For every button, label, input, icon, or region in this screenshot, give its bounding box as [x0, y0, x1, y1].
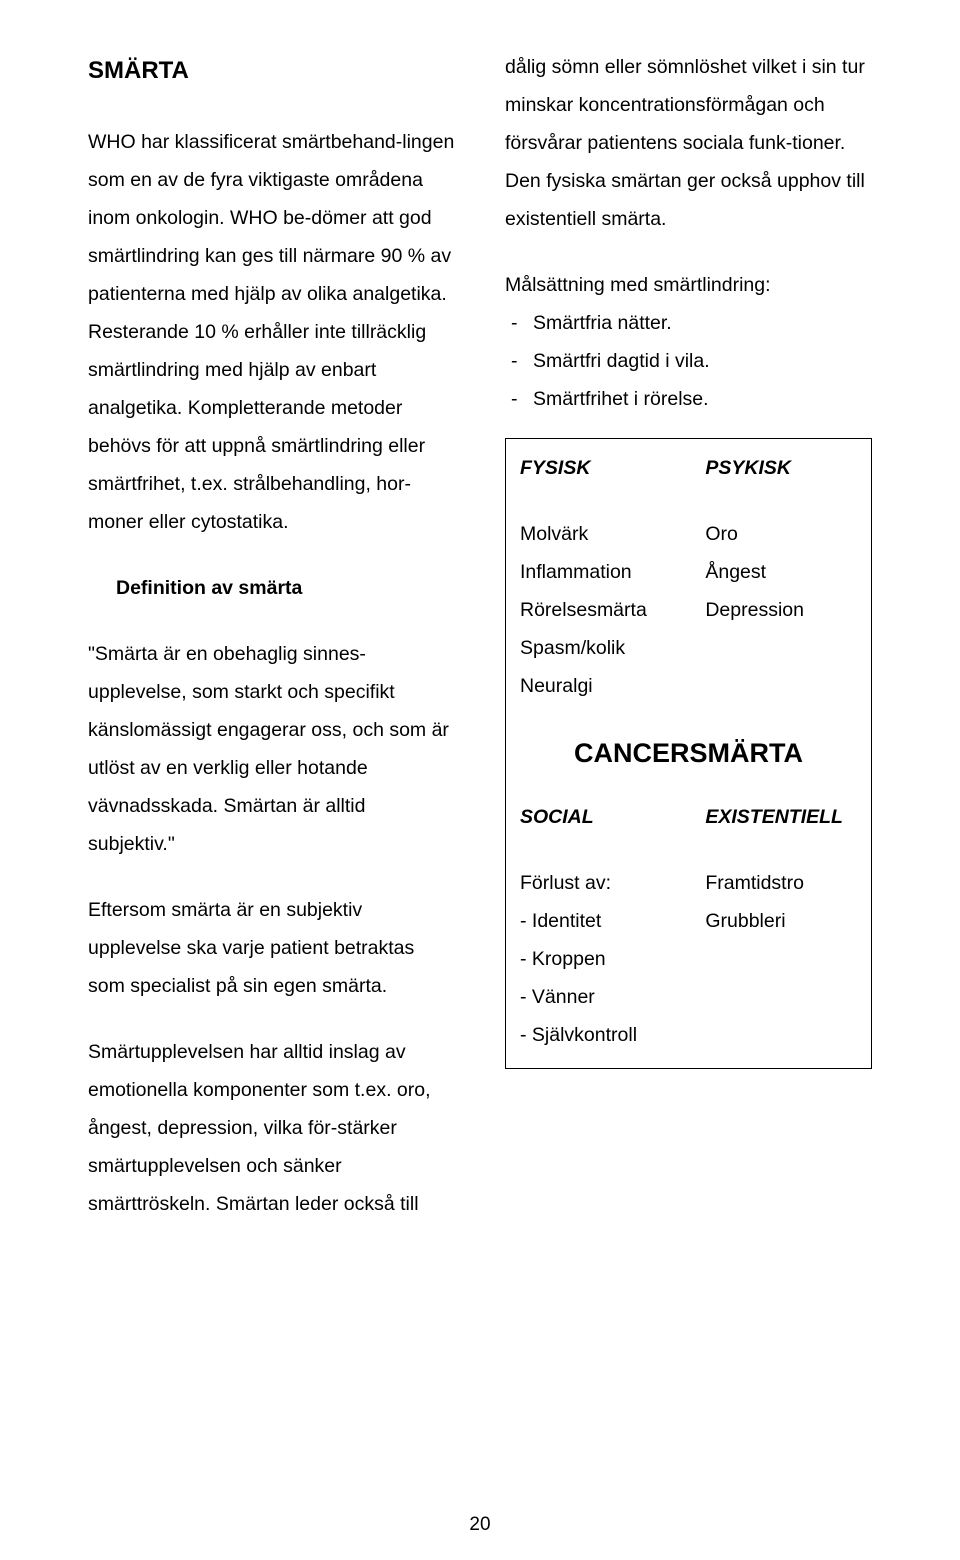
two-column-layout: SMÄRTA WHO har klassificerat smärtbehand… — [88, 48, 872, 1223]
subjective-paragraph: Eftersom smärta är en subjektiv upplevel… — [88, 891, 455, 1005]
box-cell: Depression — [705, 591, 857, 629]
box-cell: Inflammation — [520, 553, 705, 591]
box-cell: Förlust av: — [520, 864, 705, 902]
box-cell: - Kroppen — [520, 940, 705, 978]
box-cell: - Vänner — [520, 978, 705, 1016]
box-center-title: CANCERSMÄRTA — [520, 727, 857, 780]
continuation-paragraph: dålig sömn eller sömnlöshet vilket i sin… — [505, 48, 872, 238]
box-heading-physical: FYSISK — [520, 449, 705, 487]
box-heading-social: SOCIAL — [520, 798, 705, 836]
goal-item: Smärtfrihet i rörelse. — [511, 380, 872, 418]
page-title: SMÄRTA — [88, 48, 455, 95]
page-number: 20 — [0, 1514, 960, 1536]
definition-heading: Definition av smärta — [88, 569, 455, 607]
box-heading-existential: EXISTENTIELL — [705, 798, 857, 836]
cancer-pain-box: FYSISK PSYKISK Molvärk Oro Inflammation … — [505, 438, 872, 1069]
goals-heading: Målsättning med smärtlindring: — [505, 266, 872, 304]
emotional-paragraph: Smärtupplevelsen har alltid inslag av em… — [88, 1033, 455, 1223]
box-cell: - Självkontroll — [520, 1016, 705, 1054]
box-cell: Rörelsesmärta — [520, 591, 705, 629]
definition-paragraph: "Smärta är en obehaglig sinnes-upplevels… — [88, 635, 455, 863]
goals-list: Smärtfria nätter. Smärtfri dagtid i vila… — [505, 304, 872, 418]
box-cell: Spasm/kolik — [520, 629, 705, 667]
box-cell: Framtidstro — [705, 864, 857, 902]
box-cell: Oro — [705, 515, 857, 553]
box-cell: - Identitet — [520, 902, 705, 940]
box-heading-psychic: PSYKISK — [705, 449, 857, 487]
box-cell: Neuralgi — [520, 667, 705, 705]
box-cell: Molvärk — [520, 515, 705, 553]
goal-item: Smärtfria nätter. — [511, 304, 872, 342]
goal-item: Smärtfri dagtid i vila. — [511, 342, 872, 380]
intro-paragraph: WHO har klassificerat smärtbehand-lingen… — [88, 123, 455, 541]
right-column: dålig sömn eller sömnlöshet vilket i sin… — [505, 48, 872, 1223]
box-cell: Grubbleri — [705, 902, 857, 940]
left-column: SMÄRTA WHO har klassificerat smärtbehand… — [88, 48, 455, 1223]
box-cell: Ångest — [705, 553, 857, 591]
